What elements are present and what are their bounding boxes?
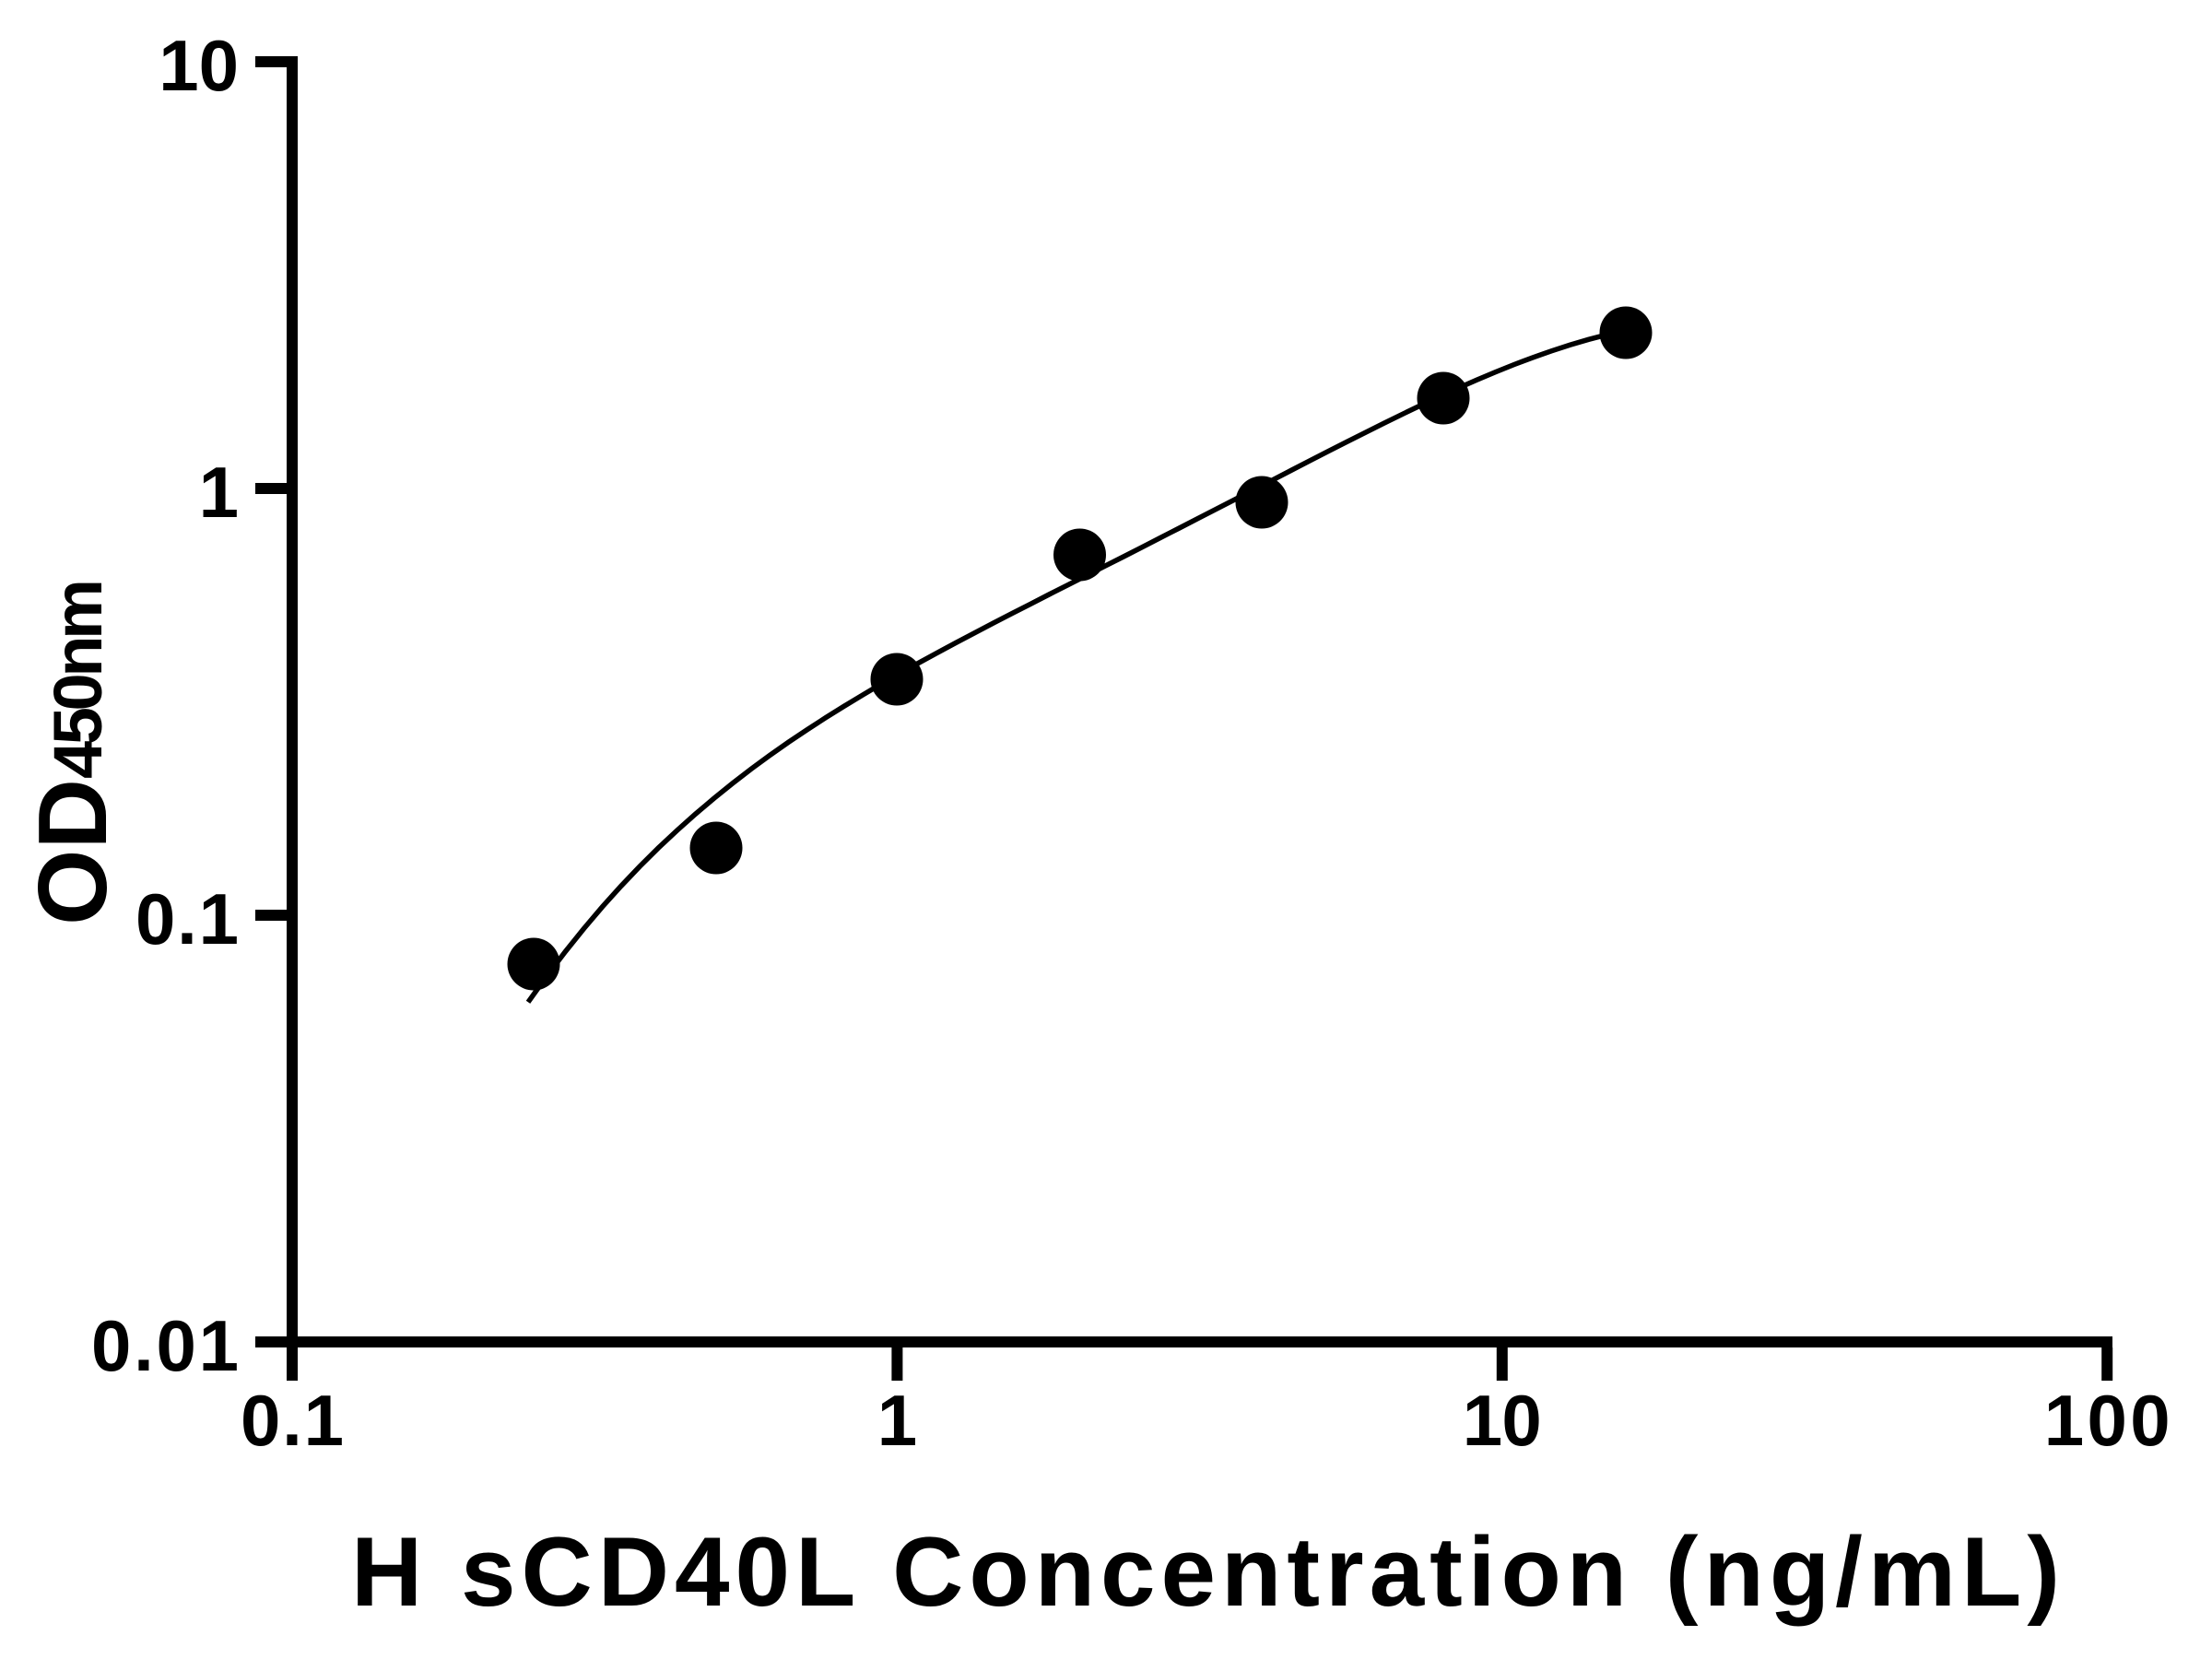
svg-text:1: 1 [877, 1380, 917, 1461]
svg-text:10: 10 [159, 25, 239, 106]
svg-text:H sCD40L Concentration (ng/mL): H sCD40L Concentration (ng/mL) [351, 1516, 2060, 1627]
svg-text:1: 1 [199, 452, 239, 533]
svg-text:0.01: 0.01 [91, 1305, 239, 1386]
svg-text:0.1: 0.1 [135, 878, 239, 959]
svg-text:10: 10 [1463, 1380, 1542, 1461]
svg-text:100: 100 [2044, 1380, 2171, 1461]
svg-text:0.1: 0.1 [241, 1380, 344, 1461]
